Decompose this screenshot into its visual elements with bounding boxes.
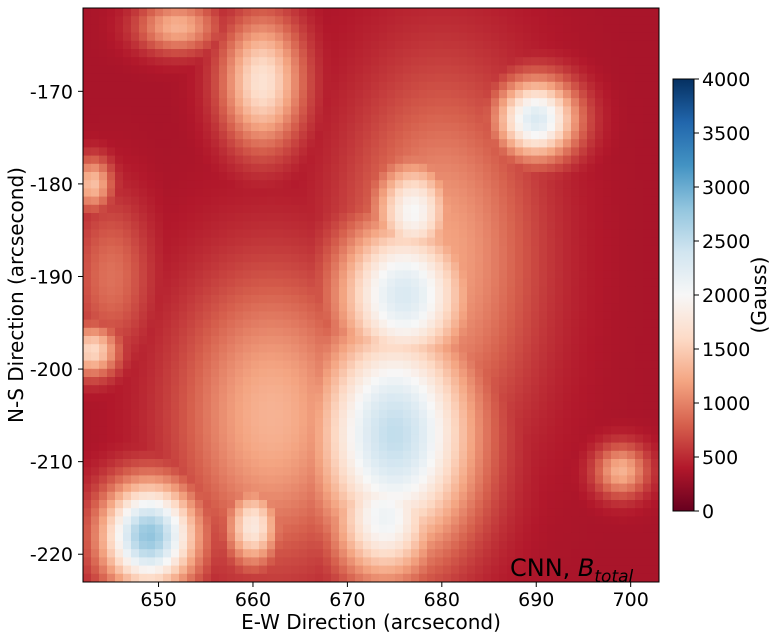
heatmap-image: [83, 8, 659, 582]
colorbar-label: (Gauss): [747, 257, 771, 334]
x-tick-label: 660: [235, 589, 271, 611]
x-tick-label: 670: [329, 589, 365, 611]
y-tick-label: -220: [30, 544, 73, 566]
y-tick-label: -170: [30, 81, 73, 103]
colorbar: [672, 78, 695, 512]
y-tick-label: -180: [30, 174, 73, 196]
x-tick-label: 650: [140, 589, 176, 611]
y-tick-label: -190: [30, 266, 73, 288]
x-tick-label: 690: [518, 589, 554, 611]
y-axis-label: N-S Direction (arcsecond): [4, 167, 28, 423]
y-tick-label: -210: [30, 452, 73, 474]
x-axis-ticks: 650 660 670 680 690 700: [140, 582, 649, 611]
x-tick-label: 680: [424, 589, 460, 611]
y-tick-label: -200: [30, 359, 73, 381]
x-tick-label: 700: [613, 589, 649, 611]
colorbar-tick-label: 3000: [702, 177, 750, 199]
colorbar-tick-label: 3500: [702, 123, 750, 145]
colorbar-tick-label: 500: [702, 447, 738, 469]
x-axis-label: E-W Direction (arcsecond): [241, 610, 501, 634]
colorbar-tick-label: 1500: [702, 339, 750, 361]
model-annotation: CNN, Btotal: [510, 554, 634, 587]
colorbar-tick-label: 1000: [702, 393, 750, 415]
plot-frame: [82, 7, 660, 583]
colorbar-tick-label: 2000: [702, 285, 750, 307]
colorbar-ticks: 0 500 1000 1500 2000 2500 3000 3500 4000: [694, 69, 750, 523]
colorbar-tick-label: 2500: [702, 231, 750, 253]
colorbar-tick-label: 0: [702, 501, 714, 523]
y-axis-ticks: -170 -180 -190 -200 -210 -220: [30, 81, 83, 566]
colorbar-tick-label: 4000: [702, 69, 750, 91]
